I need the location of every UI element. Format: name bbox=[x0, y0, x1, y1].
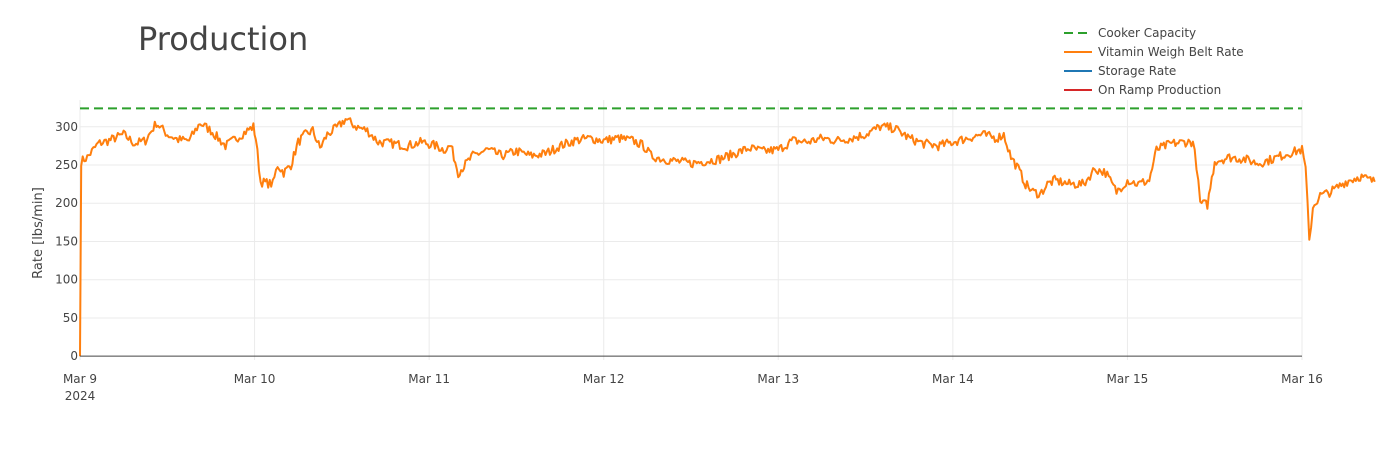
grid-lines bbox=[79, 100, 1303, 360]
legend[interactable]: Cooker Capacity Vitamin Weigh Belt Rate St… bbox=[1064, 26, 1244, 97]
y-tick-label: 300 bbox=[55, 120, 78, 134]
y-tick-label: 250 bbox=[55, 158, 78, 172]
x-tick-label: Mar 10 bbox=[234, 372, 276, 386]
legend-label: Cooker Capacity bbox=[1098, 26, 1196, 40]
y-axis-title: Rate [lbs/min] bbox=[31, 187, 46, 279]
x-tick-label: Mar 15 bbox=[1107, 372, 1149, 386]
axes: 0 50 100 150 200 250 300 Mar 9 2024 Mar 10 Mar 11 M… bbox=[55, 120, 1323, 403]
legend-item-1[interactable]: Vitamin Weigh Belt Rate bbox=[1064, 45, 1244, 59]
legend-label: Vitamin Weigh Belt Rate bbox=[1098, 45, 1244, 59]
x-tick-label: Mar 14 bbox=[932, 372, 974, 386]
legend-item-0[interactable]: Cooker Capacity bbox=[1064, 26, 1196, 40]
legend-label: On Ramp Production bbox=[1098, 83, 1221, 97]
y-tick-label: 0 bbox=[70, 349, 78, 363]
plot-area bbox=[79, 107, 1376, 357]
y-tick-label: 150 bbox=[55, 234, 78, 248]
series-line-1 bbox=[79, 117, 1376, 357]
x-tick-label: Mar 9 bbox=[63, 372, 97, 386]
legend-item-2[interactable]: Storage Rate bbox=[1064, 64, 1176, 78]
x-tick-label: Mar 12 bbox=[583, 372, 625, 386]
legend-item-3[interactable]: On Ramp Production bbox=[1064, 83, 1221, 97]
chart-title: Production bbox=[138, 20, 308, 58]
y-tick-label: 50 bbox=[63, 311, 78, 325]
y-tick-label: 200 bbox=[55, 196, 78, 210]
legend-label: Storage Rate bbox=[1098, 64, 1176, 78]
x-tick-label: Mar 13 bbox=[757, 372, 799, 386]
x-tick-sublabel: 2024 bbox=[65, 389, 96, 403]
y-tick-label: 100 bbox=[55, 273, 78, 287]
x-tick-label: Mar 11 bbox=[408, 372, 450, 386]
x-tick-label: Mar 16 bbox=[1281, 372, 1323, 386]
